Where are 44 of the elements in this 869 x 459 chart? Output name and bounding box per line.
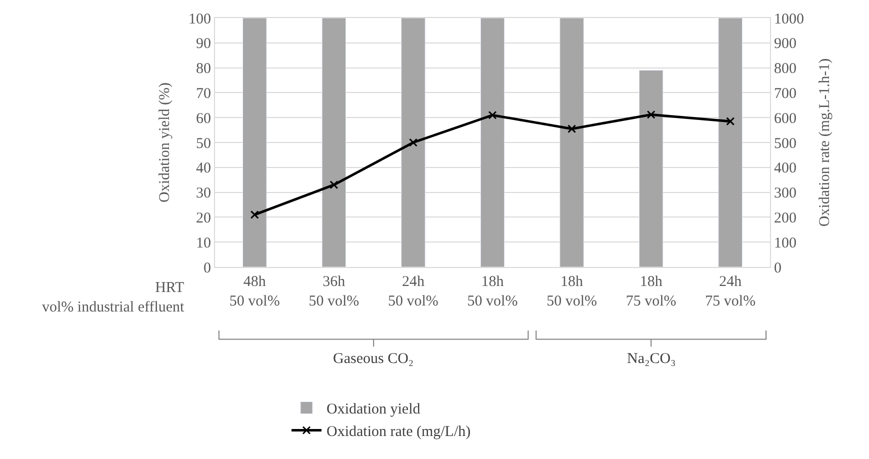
- point: [646, 110, 656, 119]
- y2-axis-title: Oxidation rate (mg.L-1.h-1): [817, 58, 833, 227]
- y-tick-label: 10: [196, 235, 211, 252]
- text: HRT: [155, 280, 184, 296]
- x-tick-label: 24h 75 vol%: [705, 274, 756, 310]
- point: [250, 210, 259, 219]
- point: [726, 117, 735, 126]
- y2-tick-label: 700: [774, 86, 796, 102]
- point: [330, 180, 338, 190]
- x-tick-label: 18h 50 vol%: [546, 274, 597, 310]
- y2-tick-label: 0: [774, 260, 782, 276]
- y2-tick-label: 500: [774, 136, 796, 152]
- point: [408, 138, 418, 147]
- point: [568, 124, 576, 134]
- y-tick-label: 40: [196, 160, 211, 177]
- y-tick-label: 80: [196, 61, 211, 78]
- y2-tick-label: 100: [774, 235, 796, 252]
- y2-tick-label: 300: [774, 186, 796, 202]
- y2-tick-label: 600: [774, 110, 796, 127]
- x-tick-label: 36h 50 vol%: [308, 274, 360, 310]
- y2-tick-label: 800: [774, 61, 796, 78]
- x-tick-label: 18h 75 vol%: [626, 274, 676, 310]
- y2-tick-label: 200: [774, 210, 796, 226]
- legend-label: Oxidation rate (mg/L/h): [326, 424, 471, 440]
- y-tick-label: 20: [196, 210, 211, 226]
- y-tick-label: 30: [196, 186, 211, 202]
- y-tick-label: 50: [196, 136, 211, 152]
- text: vol% industrial effluent: [42, 300, 186, 316]
- x-tick-label: 48h 50 vol%: [229, 274, 280, 310]
- y2-tick-label: 1000: [774, 11, 804, 28]
- y-tick-label: 90: [196, 36, 211, 52]
- x-tick-label: 18h 50 vol%: [467, 274, 518, 310]
- point: [488, 110, 497, 120]
- text: Na₂CO₃: [627, 351, 676, 367]
- y-tick-label: 0: [204, 260, 211, 276]
- x-tick-label: 24h 50 vol%: [388, 274, 438, 310]
- legend-label: Oxidation yield: [326, 402, 421, 418]
- y-tick-label: 70: [196, 86, 211, 102]
- y-tick-label: 100: [188, 11, 211, 28]
- text: Gaseous CO₂: [333, 351, 414, 367]
- y2-tick-label: 900: [774, 36, 796, 52]
- y-axis-title: Oxidation yield (%): [156, 82, 173, 202]
- y2-tick-label: 400: [774, 160, 796, 177]
- y-tick-label: 60: [196, 110, 211, 127]
